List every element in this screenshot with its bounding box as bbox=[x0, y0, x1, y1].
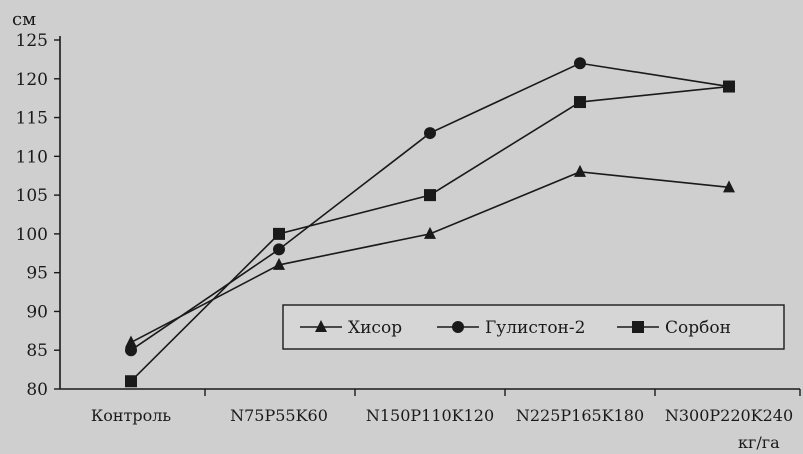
legend-box bbox=[282, 304, 785, 350]
series-group bbox=[125, 57, 735, 388]
x-tick-label: Контроль bbox=[91, 406, 172, 425]
axes bbox=[59, 36, 800, 390]
square-marker bbox=[125, 375, 137, 388]
series-square bbox=[125, 80, 735, 388]
triangle-marker bbox=[273, 257, 285, 270]
y-tick-label: 120 bbox=[16, 70, 48, 90]
y-tick-label: 85 bbox=[26, 341, 48, 361]
triangle-marker bbox=[125, 335, 137, 348]
y-tick-label: 90 bbox=[26, 302, 48, 322]
circle-marker bbox=[273, 243, 285, 256]
legend-label: Сорбон bbox=[665, 318, 731, 338]
square-marker bbox=[723, 80, 735, 93]
triangle-marker bbox=[723, 180, 735, 193]
y-tick-label: 95 bbox=[26, 264, 48, 284]
y-axis-label: см bbox=[12, 9, 36, 30]
legend: Хисор Гулистон-2 Сорбон bbox=[282, 304, 785, 350]
x-axis-label: кг/га bbox=[738, 433, 780, 452]
square-marker bbox=[424, 189, 436, 202]
x-tick-label: N75P55K60 bbox=[230, 406, 328, 425]
legend-label: Хисор bbox=[348, 318, 402, 338]
y-axis-ticks: 80 85 90 95 100 105 110 115 120 125 bbox=[16, 31, 60, 400]
x-tick-label: N300P220K240 bbox=[665, 406, 793, 425]
x-axis-ticks: Контроль N75P55K60 N150P110K120 N225P165K18… bbox=[91, 389, 801, 425]
circle-marker bbox=[424, 127, 436, 140]
y-tick-label: 80 bbox=[26, 380, 48, 400]
y-tick-label: 115 bbox=[16, 109, 48, 129]
square-marker bbox=[273, 227, 285, 240]
y-tick-label: 125 bbox=[16, 31, 48, 51]
x-tick-label: N150P110K120 bbox=[366, 406, 494, 425]
square-marker bbox=[632, 321, 644, 333]
triangle-marker bbox=[315, 320, 327, 332]
legend-label: Гулистон-2 bbox=[485, 318, 585, 338]
triangle-marker bbox=[424, 226, 436, 239]
y-tick-label: 110 bbox=[16, 147, 48, 167]
circle-marker bbox=[452, 321, 464, 333]
y-tick-label: 100 bbox=[16, 225, 48, 245]
square-marker bbox=[574, 96, 586, 109]
series-triangle bbox=[125, 164, 735, 348]
x-tick-label: N225P165K180 bbox=[516, 406, 644, 425]
y-tick-label: 105 bbox=[16, 186, 48, 206]
circle-marker bbox=[574, 57, 586, 70]
triangle-marker bbox=[574, 164, 586, 177]
circle-marker bbox=[125, 344, 137, 357]
